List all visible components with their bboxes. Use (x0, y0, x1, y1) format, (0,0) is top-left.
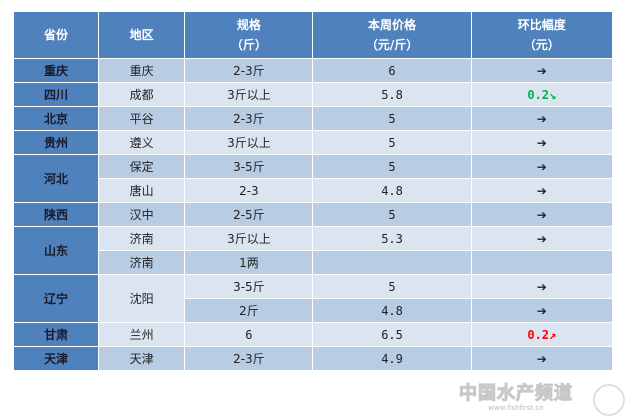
watermark-globe-icon (593, 384, 625, 416)
price-cell: 4.8 (312, 298, 472, 323)
price-cell: 5 (312, 274, 472, 299)
price-cell: 4.9 (312, 346, 472, 371)
region-cell: 重庆 (98, 58, 186, 83)
table-row: 山东 济南 3斤以上 5.3 ➔ (12, 226, 614, 275)
price-cell: 5.8 (312, 82, 472, 107)
province-cell: 河北 (12, 154, 100, 203)
region-cell: 平谷 (98, 106, 186, 131)
region-cell: 汉中 (98, 202, 186, 227)
header-region: 地区 (98, 11, 186, 59)
price-cell: 5 (312, 106, 472, 131)
change-cell: ➔ (470, 154, 614, 179)
header-price-unit: （元/斤） (365, 38, 419, 52)
table-row: 贵州 遵义 3斤以上 5 ➔ (12, 130, 614, 155)
table-row: 天津 天津 2-3斤 4.9 ➔ (12, 346, 614, 371)
table-row: 重庆 重庆 2-3斤 6 ➔ (12, 58, 614, 83)
spec-cell: 2-3斤 (184, 58, 314, 83)
change-cell: ➔ (470, 130, 614, 155)
price-cell: 6.5 (312, 322, 472, 347)
region-cell: 成都 (98, 82, 186, 107)
table-row: 陕西 汉中 2-5斤 5 ➔ (12, 202, 614, 227)
header-price-label: 本周价格 (368, 18, 417, 32)
watermark-title: 中国水产频道 (459, 383, 573, 404)
price-table: 省份 地区 规格 （斤） 本周价格 （元/斤） 环比幅度 （元） 重庆 重庆 2-3斤… (12, 11, 614, 371)
spec-cell: 2-3斤 (184, 346, 314, 371)
change-cell: ➔ (470, 106, 614, 131)
header-province: 省份 (12, 11, 100, 59)
spec-cell: 2-3 (184, 178, 314, 203)
province-cell: 北京 (12, 106, 100, 131)
province-cell: 贵州 (12, 130, 100, 155)
spec-cell: 2斤 (184, 298, 314, 323)
change-cell: ➔ (470, 298, 614, 323)
region-cell: 兰州 (98, 322, 186, 347)
header-change: 环比幅度 （元） (470, 11, 614, 59)
province-cell: 陕西 (12, 202, 100, 227)
table-row: 河北 保定 3-5斤 5 ➔ (12, 154, 614, 203)
spec-cell: 2-3斤 (184, 106, 314, 131)
table-header: 省份 地区 规格 （斤） 本周价格 （元/斤） 环比幅度 （元） (12, 11, 614, 59)
region-cell: 天津 (98, 346, 186, 371)
province-cell: 四川 (12, 82, 100, 107)
header-price: 本周价格 （元/斤） (312, 11, 472, 59)
change-cell: ➔ (470, 178, 614, 203)
table-row: 甘肃 兰州 6 6.5 0.2↗ (12, 322, 614, 347)
header-spec-label: 规格 (236, 18, 261, 32)
price-cell: 5 (312, 154, 472, 179)
table-row: 2斤 4.8 ➔ (14, 298, 614, 323)
region-cell: 济南 (98, 226, 186, 251)
change-cell: ➔ (470, 202, 614, 227)
region-cell: 沈阳 (98, 274, 186, 323)
table-row: 济南 1两 (14, 250, 614, 275)
change-cell-down: 0.2↘ (470, 82, 614, 107)
spec-cell: 2-5斤 (184, 202, 314, 227)
spec-cell: 3斤以上 (184, 226, 314, 251)
change-cell: ➔ (470, 58, 614, 83)
province-cell: 天津 (12, 346, 100, 371)
change-cell: ➔ (470, 274, 614, 299)
header-spec: 规格 （斤） (184, 11, 314, 59)
province-cell: 重庆 (12, 58, 100, 83)
spec-cell: 3斤以上 (184, 130, 314, 155)
table-row: 辽宁 沈阳 3-5斤 5 ➔ (12, 274, 614, 323)
region-cell: 唐山 (98, 178, 186, 203)
table-row: 唐山 2-3 4.8 ➔ (14, 178, 614, 203)
spec-cell: 3-5斤 (184, 274, 314, 299)
spec-cell: 3-5斤 (184, 154, 314, 179)
spec-cell: 3斤以上 (184, 82, 314, 107)
change-cell-up: 0.2↗ (470, 322, 614, 347)
province-cell: 山东 (12, 226, 100, 275)
region-cell: 遵义 (98, 130, 186, 155)
price-cell: 6 (312, 58, 472, 83)
price-cell: 5 (312, 130, 472, 155)
change-cell (470, 250, 614, 275)
region-cell: 保定 (98, 154, 186, 179)
province-cell: 辽宁 (12, 274, 100, 323)
header-change-unit: （元） (523, 38, 560, 52)
table-row: 北京 平谷 2-3斤 5 ➔ (12, 106, 614, 131)
table-row: 四川 成都 3斤以上 5.8 0.2↘ (12, 82, 614, 107)
price-cell: 5.3 (312, 226, 472, 251)
price-cell (312, 250, 472, 275)
header-spec-unit: （斤） (230, 38, 267, 52)
change-cell: ➔ (470, 346, 614, 371)
change-cell: ➔ (470, 226, 614, 251)
price-cell: 5 (312, 202, 472, 227)
price-cell: 4.8 (312, 178, 472, 203)
province-cell: 甘肃 (12, 322, 100, 347)
region-cell: 济南 (98, 250, 186, 275)
watermark: 中国水产频道 www.fishfirst.cn (459, 383, 573, 413)
watermark-url: www.fishfirst.cn (488, 404, 544, 412)
spec-cell: 1两 (184, 250, 314, 275)
spec-cell: 6 (184, 322, 314, 347)
header-change-label: 环比幅度 (517, 18, 566, 32)
